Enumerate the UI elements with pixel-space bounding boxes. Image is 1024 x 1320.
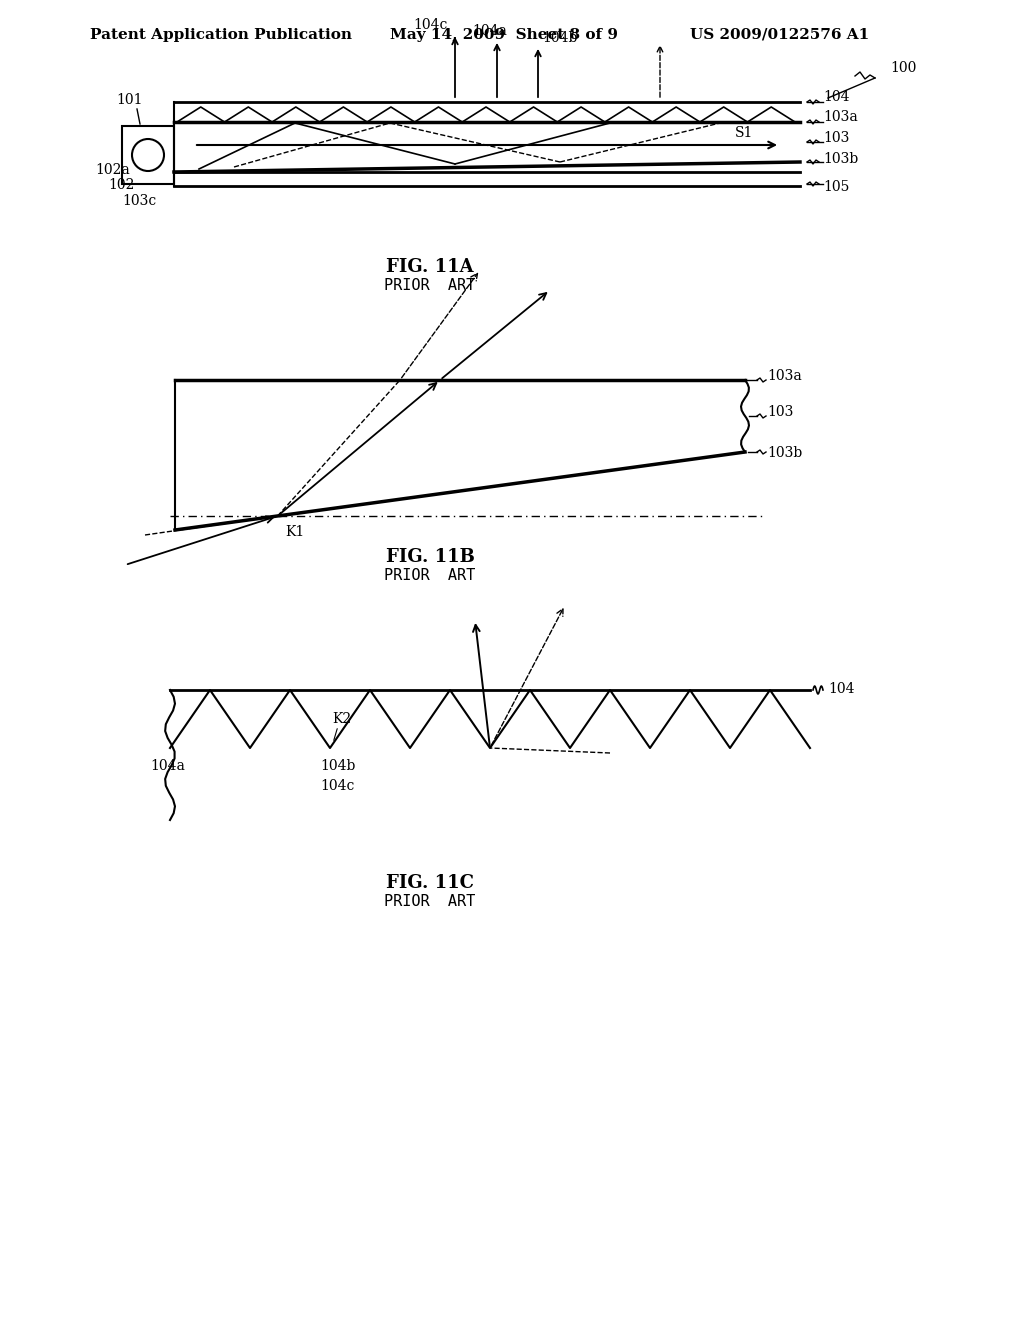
Text: 102a: 102a <box>95 162 130 177</box>
Text: 103a: 103a <box>767 370 802 383</box>
Text: 104b: 104b <box>319 759 355 774</box>
Text: FIG. 11C: FIG. 11C <box>386 874 474 892</box>
Text: US 2009/0122576 A1: US 2009/0122576 A1 <box>690 28 869 42</box>
Text: 103a: 103a <box>823 110 858 124</box>
Text: 103b: 103b <box>767 446 802 459</box>
Text: 105: 105 <box>823 180 849 194</box>
Text: 103c: 103c <box>122 194 157 209</box>
Bar <box>122 125 174 183</box>
Text: 104a: 104a <box>472 24 508 38</box>
Text: PRIOR  ART: PRIOR ART <box>384 568 475 583</box>
Text: 104c: 104c <box>319 779 354 793</box>
Text: PRIOR  ART: PRIOR ART <box>384 894 475 909</box>
Text: K1: K1 <box>286 525 305 539</box>
Text: FIG. 11B: FIG. 11B <box>386 548 474 566</box>
Text: K2: K2 <box>332 711 351 726</box>
Text: Patent Application Publication: Patent Application Publication <box>90 28 352 42</box>
Text: May 14, 2009  Sheet 8 of 9: May 14, 2009 Sheet 8 of 9 <box>390 28 618 42</box>
Text: 104: 104 <box>823 90 850 104</box>
Text: 102: 102 <box>108 178 134 191</box>
Text: 104a: 104a <box>150 759 185 774</box>
Text: FIG. 11A: FIG. 11A <box>386 257 474 276</box>
Text: S1: S1 <box>735 125 754 140</box>
Text: 103b: 103b <box>823 152 858 166</box>
Text: 100: 100 <box>890 61 916 75</box>
Text: 104: 104 <box>828 682 854 696</box>
Text: 103: 103 <box>767 405 794 418</box>
Text: 104c: 104c <box>414 18 449 32</box>
Text: 103: 103 <box>823 131 849 145</box>
Text: PRIOR  ART: PRIOR ART <box>384 279 475 293</box>
Text: 101: 101 <box>117 92 143 107</box>
Text: 104b: 104b <box>542 30 578 45</box>
